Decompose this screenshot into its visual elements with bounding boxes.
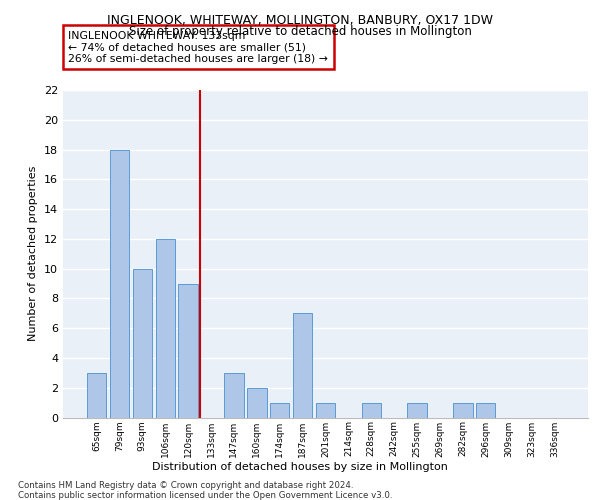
Bar bbox=[316, 402, 335, 417]
Text: Contains public sector information licensed under the Open Government Licence v3: Contains public sector information licen… bbox=[18, 491, 392, 500]
Bar bbox=[476, 402, 496, 417]
Text: INGLENOOK, WHITEWAY, MOLLINGTON, BANBURY, OX17 1DW: INGLENOOK, WHITEWAY, MOLLINGTON, BANBURY… bbox=[107, 14, 493, 27]
Bar bbox=[293, 314, 313, 418]
Y-axis label: Number of detached properties: Number of detached properties bbox=[28, 166, 38, 342]
Bar bbox=[224, 373, 244, 418]
Bar bbox=[155, 239, 175, 418]
Text: INGLENOOK WHITEWAY: 133sqm
← 74% of detached houses are smaller (51)
26% of semi: INGLENOOK WHITEWAY: 133sqm ← 74% of deta… bbox=[68, 30, 328, 64]
Bar bbox=[270, 402, 289, 417]
Bar bbox=[362, 402, 381, 417]
Bar bbox=[87, 373, 106, 418]
Bar bbox=[247, 388, 266, 418]
Bar bbox=[178, 284, 198, 418]
Text: Size of property relative to detached houses in Mollington: Size of property relative to detached ho… bbox=[128, 25, 472, 38]
Bar bbox=[110, 150, 129, 418]
Bar bbox=[133, 268, 152, 418]
Text: Contains HM Land Registry data © Crown copyright and database right 2024.: Contains HM Land Registry data © Crown c… bbox=[18, 481, 353, 490]
Bar bbox=[407, 402, 427, 417]
Text: Distribution of detached houses by size in Mollington: Distribution of detached houses by size … bbox=[152, 462, 448, 472]
Bar bbox=[453, 402, 473, 417]
